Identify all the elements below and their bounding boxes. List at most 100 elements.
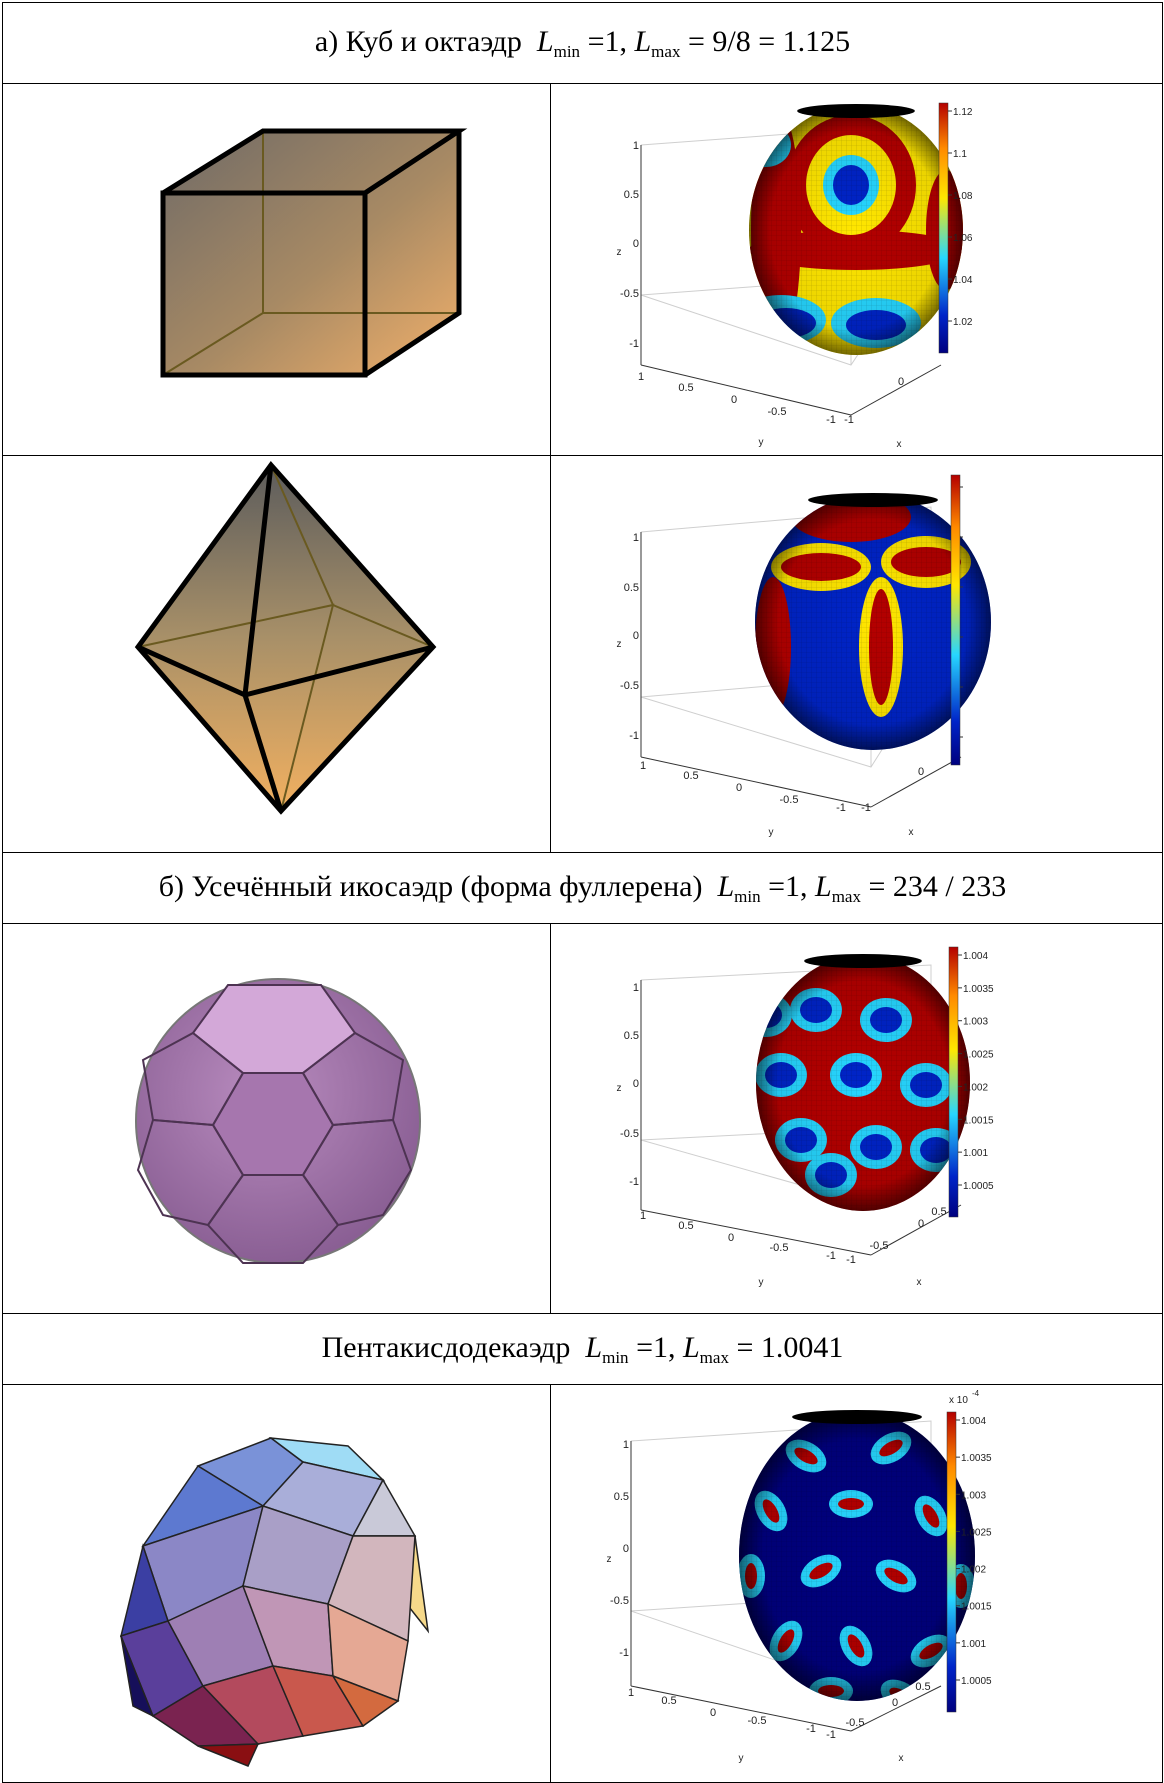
lmax-value: = 9/8 = 1.125 [687,24,851,58]
colorbar-tick-label: 1.003 [961,1490,986,1501]
colorbar-exponent: x 10 [949,1395,968,1406]
x-tick-label: -0.5 [870,1240,889,1252]
x-tick-label: 0 [898,376,904,388]
colorbar-tick-label: 1.02 [953,317,973,328]
pentakis-plot-cell: 1 0.5 0 -0.5 -1 z 1 0.5 0 -0.5 -1 y -1 -0.5 0 0.5 x 1.004… [549,1384,1164,1783]
colorbar [948,946,959,1217]
truncated-icosahedron-illustration [135,977,421,1264]
y-axis-label: y [739,1753,744,1764]
cube-sphere-plot: 1 0.5 0 -0.5 -1 z 1 0.5 0 -0.5 -1 y -1 0 x 1.12 1.1 1.08 1… [617,102,973,450]
x-axis-label: x [897,439,902,450]
lmin-value: =1, [587,24,627,58]
fullerene-sphere-plot: 1 0.5 0 -0.5 -1 z 1 0.5 0 -0.5 -1 y -1 -0.5 0 0.5 x 1.004… [617,946,994,1288]
lmin-subscript: min [734,886,761,906]
y-tick-label: 0.5 [678,1220,693,1232]
y-axis-label: y [759,1277,764,1288]
x-tick-label: 0 [918,766,924,778]
x-tick-label: 0.5 [931,1206,946,1218]
section-b-title: б) Усечённый икосаэдр (форма фуллерена) … [1,852,1164,924]
z-tick-label: -1 [629,1176,639,1188]
colorbar-tick-label: 1.002 [963,1082,988,1093]
z-tick-label: 0 [633,238,639,250]
cube-plot-cell: 1 0.5 0 -0.5 -1 z 1 0.5 0 -0.5 -1 y -1 0 x 1.12 1.1 1.08 1… [549,83,1164,456]
y-tick-label: -1 [836,802,846,814]
axis-lines [630,1440,942,1731]
z-tick-label: -0.5 [620,288,639,300]
lmax-subscript: max [831,886,861,906]
lmax-symbol: L [634,24,652,58]
colorbar-tick-label: 1.001 [961,1638,986,1649]
z-tick-label: 1 [633,532,639,544]
z-axis-label: z [607,1554,612,1565]
z-tick-label: 0.5 [624,582,639,594]
y-tick-label: -0.5 [768,406,787,418]
z-tick-label: 0 [633,1078,639,1090]
lmin-symbol: L [717,869,735,903]
colorbar-tick-label: 1.04 [953,275,973,286]
y-tick-label: 0.5 [683,770,698,782]
y-tick-label: -0.5 [770,1242,789,1254]
y-tick-label: -1 [806,1723,816,1735]
z-tick-label: 0.5 [624,189,639,201]
lmin-value: =1, [636,1330,676,1364]
fullerene-plot-cell: 1 0.5 0 -0.5 -1 z 1 0.5 0 -0.5 -1 y -1 -0.5 0 0.5 x 1.004… [549,923,1164,1314]
lmax-value: = 234 / 233 [868,869,1007,903]
y-tick-label: 0.5 [661,1695,676,1707]
section-b-label: б) Усечённый икосаэдр (форма фуллерена) [158,869,703,903]
x-axis-label: x [899,1753,904,1764]
colorbar-tick-label: 1.06 [953,233,973,244]
section-c-title: Пентакисдодекаэдр Lmin =1, Lmax = 1.0041 [1,1313,1164,1385]
colorbar-exponent-power: -4 [972,1389,980,1398]
axis-lines [640,531,962,807]
z-tick-label: 0.5 [624,1030,639,1042]
z-axis-label: z [617,247,622,258]
lmax-symbol: L [682,1330,700,1364]
pentakis-sphere-plot: 1 0.5 0 -0.5 -1 z 1 0.5 0 -0.5 -1 y -1 -0.5 0 0.5 x 1.004… [607,1389,993,1764]
colorbar-tick-label: 1.0015 [963,1115,994,1126]
y-tick-label: 0 [736,782,742,794]
x-tick-label: -0.5 [846,1717,865,1729]
octahedron-sphere-plot: 1 0.5 0 -0.5 -1 z 1 0.5 0 -0.5 -1 y -1 0 x [617,474,991,838]
section-a-title: а) Куб и октаэдр Lmin =1, Lmax = 9/8 = 1… [1,2,1164,84]
sphere-shading [749,104,963,355]
y-tick-label: 0 [731,394,737,406]
y-tick-label: 1 [640,760,646,772]
sphere-shading [755,493,991,750]
colorbar-tick-label: 1.0005 [961,1676,992,1687]
y-tick-label: -1 [826,1250,836,1262]
colorbar-tick-label: 1.0035 [961,1453,992,1464]
sphere-shading [756,954,970,1211]
z-tick-label: -0.5 [620,680,639,692]
sphere-top-cap [808,492,938,507]
y-tick-label: -0.5 [748,1715,767,1727]
z-tick-label: 0.5 [614,1491,629,1503]
colorbar-tick-label: 1.0005 [963,1181,994,1192]
z-tick-label: -0.5 [610,1595,629,1607]
colorbar [950,474,961,765]
pentakis-dodecahedron-illustration [119,1436,430,1767]
lmin-subscript: min [553,41,581,61]
x-tick-label: -1 [846,1254,856,1266]
y-tick-label: 0 [710,1707,716,1719]
colorbar-tick-label: 1.002 [961,1564,986,1575]
sphere-top-cap [797,103,915,118]
colorbar [946,1411,957,1712]
y-tick-label: 0 [728,1232,734,1244]
lmin-value: =1, [768,869,808,903]
colorbar-tick-label: 1.1 [953,149,967,160]
lmin-symbol: L [536,24,554,58]
octahedron-image-cell [2,455,551,853]
x-tick-label: 0 [892,1697,898,1709]
axis-lines [640,144,942,415]
colorbar-tick-label: 1.004 [963,951,988,962]
y-tick-label: 0.5 [678,382,693,394]
colorbar-tick-label: 1.0025 [963,1049,994,1060]
z-tick-label: 1 [633,140,639,152]
colorbar [938,102,949,353]
x-axis-label: x [917,1277,922,1288]
lmax-subscript: max [699,1347,729,1367]
y-tick-label: 1 [640,1210,646,1222]
z-tick-label: -0.5 [620,1128,639,1140]
z-tick-label: 1 [623,1439,629,1451]
z-tick-label: -1 [629,338,639,350]
